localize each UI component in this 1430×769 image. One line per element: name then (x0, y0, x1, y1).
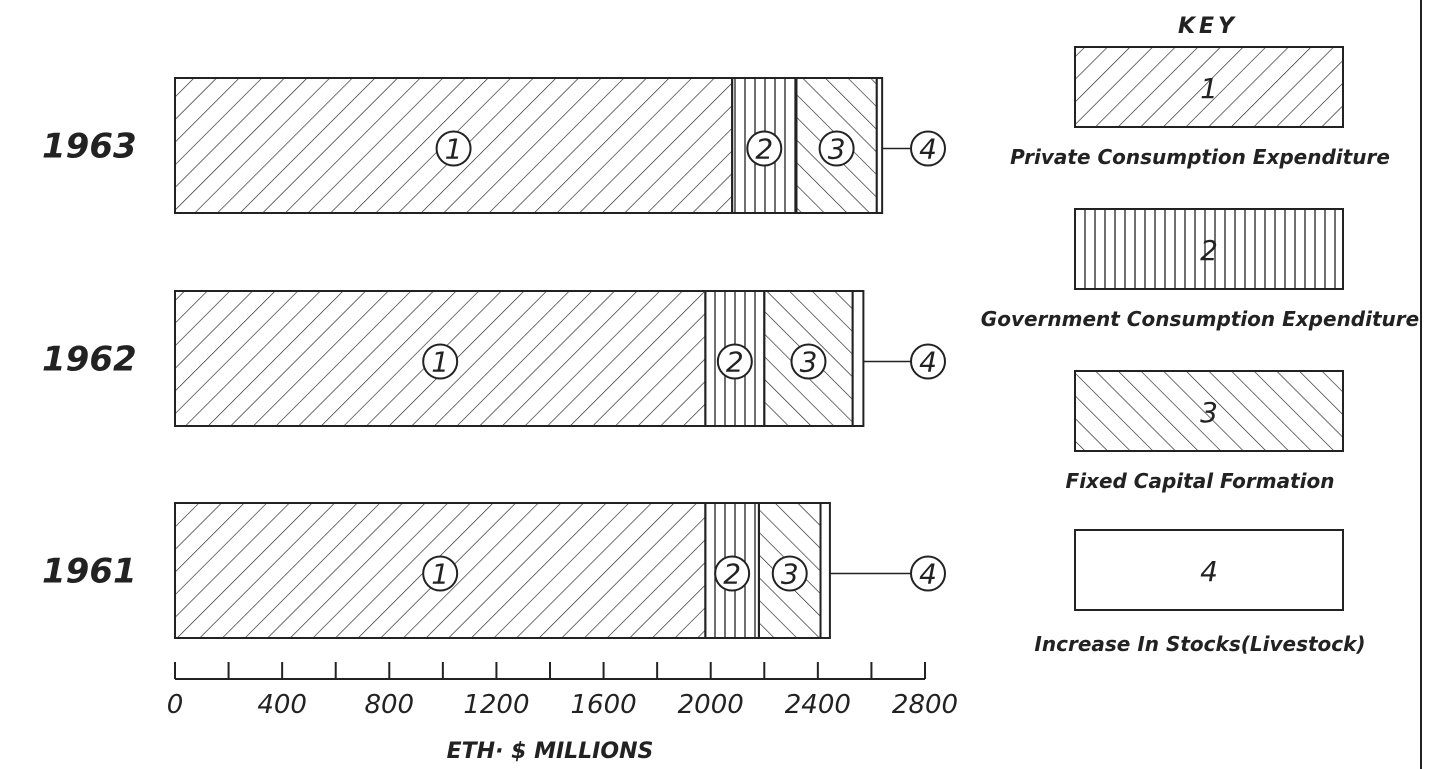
segment-label-4-circle (910, 555, 946, 592)
bar-segment-2 (704, 502, 760, 639)
segment-label-2: 2 (723, 558, 741, 591)
category-label: 1963 (42, 127, 137, 167)
segment-label-2-circle (714, 555, 751, 592)
segment-label-3: 3 (781, 558, 799, 591)
x-tick-label: 2800 (892, 690, 958, 720)
x-tick-label: 400 (257, 690, 307, 720)
legend-label: Government Consumption Expenditure (981, 307, 1419, 331)
segment-label-1-circle (422, 555, 459, 592)
bars-group: 1963 1 2 3 4 1962 1 2 3 4 1961 1 2 3 4 (42, 77, 946, 639)
segment-label-2-circle (746, 130, 783, 167)
segment-label-1-circle (435, 130, 472, 167)
segment-label-4: 4 (919, 558, 937, 591)
x-tick-label: 1200 (463, 690, 529, 720)
segment-label-3: 3 (800, 346, 818, 379)
segment-label-3-circle (771, 555, 808, 592)
legend-swatch-number: 1 (1200, 72, 1218, 105)
segment-label-1: 1 (445, 133, 463, 166)
segment-label-1-circle (422, 343, 459, 380)
bar-segment-2 (704, 290, 766, 427)
segment-label-1: 1 (431, 346, 449, 379)
segment-label-4: 4 (919, 133, 937, 166)
legend-title: KEY (1178, 14, 1238, 39)
x-tick-label: 0 (167, 690, 184, 720)
segment-label-1: 1 (431, 558, 449, 591)
segment-label-2-circle (716, 343, 753, 380)
segment-label-4-circle (910, 343, 946, 380)
legend-swatch-number: 4 (1200, 555, 1218, 588)
legend-swatch-number: 3 (1200, 396, 1218, 429)
legend-swatch-1 (1074, 46, 1344, 128)
legend-swatch-4 (1074, 529, 1344, 611)
x-tick-label: 2000 (678, 690, 744, 720)
bar-segment-4 (875, 77, 884, 214)
legend-swatch-2 (1074, 208, 1344, 290)
segment-label-3-circle (790, 343, 827, 380)
segment-label-4: 4 (919, 346, 937, 379)
frame-right-border (1420, 0, 1422, 769)
legend-swatch-3 (1074, 370, 1344, 452)
bar-segment-4 (819, 502, 831, 639)
segment-label-2: 2 (755, 133, 773, 166)
segment-label-4-circle (910, 130, 946, 167)
legend-label: Fixed Capital Formation (1066, 469, 1335, 493)
category-label: 1962 (42, 340, 137, 380)
segment-label-3-circle (818, 130, 855, 167)
segment-label-3: 3 (828, 133, 846, 166)
x-axis: 0 400 800 1200 1600 2000 2400 2800 (167, 662, 958, 720)
legend-swatch-number: 2 (1200, 234, 1218, 267)
legend-label: Increase In Stocks(Livestock) (1034, 632, 1365, 656)
category-label: 1961 (42, 552, 137, 592)
bar-segment-4 (851, 290, 865, 427)
segment-label-2: 2 (726, 346, 744, 379)
legend: 1 Private Consumption Expenditure 2 Governm… (981, 46, 1419, 656)
legend-label: Private Consumption Expenditure (1010, 145, 1390, 169)
x-axis-label: ETH· $ MILLIONS (447, 739, 654, 764)
x-tick-label: 1600 (570, 690, 636, 720)
x-tick-label: 2400 (785, 690, 851, 720)
x-tick-label: 800 (364, 690, 414, 720)
